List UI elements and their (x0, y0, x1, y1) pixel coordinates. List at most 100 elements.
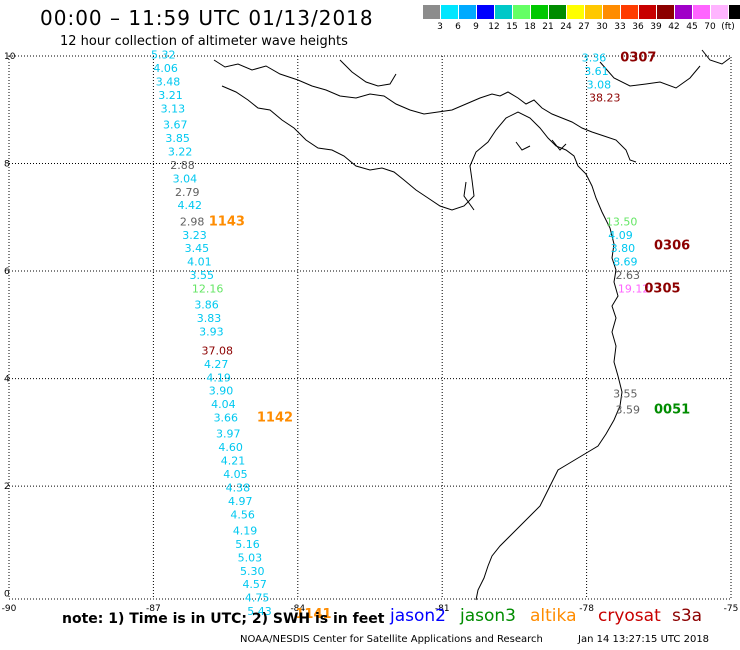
wave-height-value: 4.60 (218, 441, 243, 454)
wave-height-value: 12.16 (192, 283, 224, 296)
wave-height-value: 37.08 (202, 344, 234, 357)
longitude-tick-label: -87 (146, 604, 161, 614)
legend-value-label: 9 (473, 22, 479, 32)
wave-height-value: 8.69 (613, 256, 638, 269)
wave-height-value: 4.19 (206, 371, 231, 384)
legend-color-swatch (458, 5, 476, 19)
wave-height-value: 4.97 (228, 495, 253, 508)
wave-height-value: 3.86 (194, 299, 219, 312)
wave-height-value: 2.88 (170, 159, 195, 172)
legend-color-swatch (440, 5, 458, 19)
wave-height-value: 3.59 (615, 404, 640, 417)
wave-height-value: 5.43 (247, 605, 272, 618)
page-subtitle: 12 hour collection of altimeter wave hei… (60, 34, 348, 49)
legend-color-swatch (494, 5, 512, 19)
legend-color-swatch (656, 5, 674, 19)
wave-height-value: 3.13 (161, 102, 186, 115)
longitude-tick-label: -90 (2, 604, 17, 614)
legend-color-swatch (638, 5, 656, 19)
wave-height-value: 2.98 (180, 215, 205, 228)
panama-north-coast (213, 59, 637, 163)
credit-text: NOAA/NESDIS Center for Satellite Applica… (240, 634, 543, 645)
legend-value-label: 36 (632, 22, 644, 32)
wave-height-value: 2.63 (615, 269, 640, 282)
wave-height-value: 3.80 (611, 242, 636, 255)
satellite-label-cryosat: cryosat (598, 606, 661, 626)
wave-height-value: 3.23 (182, 229, 207, 242)
legend-color-swatch (728, 5, 740, 19)
pass-number-label: 0305 (644, 282, 680, 297)
gulf-of-panama-islands (463, 139, 567, 211)
wave-height-value: 3.08 (587, 78, 612, 91)
legend-value-label: 42 (668, 22, 680, 32)
legend-value-label: 18 (524, 22, 536, 32)
legend-color-swatch (692, 5, 710, 19)
panama-south-coast (221, 85, 623, 601)
longitude-tick-label: -84 (290, 604, 305, 614)
wave-height-value: 3.67 (163, 119, 188, 132)
pass-number-label: 0051 (654, 403, 690, 418)
legend-value-label: 27 (578, 22, 590, 32)
legend-color-swatch (674, 5, 692, 19)
legend-value-label: 39 (650, 22, 662, 32)
latitude-tick-label: 6 (4, 267, 10, 277)
latitude-tick-label: 8 (4, 160, 10, 170)
legend-color-swatch (422, 5, 440, 19)
wave-height-value: 3.36 (582, 51, 607, 64)
wave-height-points: 5.324.063.483.213.13 3.673.853.222.883.04… (151, 49, 649, 618)
legend-value-label: 70 (704, 22, 716, 32)
wave-height-value: 4.75 (245, 592, 270, 605)
latitude-tick-label: 2 (4, 482, 10, 492)
wave-height-value: 4.42 (177, 199, 202, 212)
pass-number-label: 0307 (620, 50, 656, 65)
wave-height-value: 4.06 (153, 62, 178, 75)
wave-height-value: 3.55 (613, 387, 638, 400)
page-title: 00:00 – 11:59 UTC 01/13/2018 (40, 6, 374, 30)
latitude-tick-label: 4 (4, 375, 10, 385)
plot-frame (8, 55, 732, 600)
legend-color-swatch (530, 5, 548, 19)
wave-height-value: 4.21 (221, 455, 246, 468)
satellite-label-altika: altika (530, 606, 577, 626)
wave-height-value: 3.61 (584, 65, 609, 78)
legend-value-label: 45 (686, 22, 698, 32)
wave-height-value: 3.97 (216, 428, 241, 441)
wave-height-value: 2.79 (175, 186, 200, 199)
pass-labels: 1143 1142 1141 0307 0306 0305 0051 (209, 50, 690, 621)
wave-height-value: 13.50 (606, 215, 638, 228)
wave-height-value: 4.05 (223, 468, 248, 481)
legend-color-swatch (620, 5, 638, 19)
pass-number-label: 1142 (257, 411, 293, 426)
wave-height-value: 38.23 (589, 92, 621, 105)
color-legend (422, 5, 740, 19)
latitude-tick-label: 0 (4, 590, 10, 600)
wave-height-value: 4.01 (187, 256, 212, 269)
wave-height-value: 3.45 (185, 242, 210, 255)
coastline (213, 49, 731, 601)
legend-color-swatch (584, 5, 602, 19)
wave-height-value: 3.55 (190, 269, 215, 282)
color-legend-labels: 3 6 9 12 15 18 21 24 27 30 33 36 39 42 45 70 (ft) (422, 22, 740, 34)
legend-color-swatch (476, 5, 494, 19)
wave-height-value: 3.48 (156, 76, 181, 89)
satellite-label-jason2: jason2 (390, 606, 446, 626)
wave-height-value: 4.04 (211, 398, 236, 411)
longitude-tick-label: -81 (435, 604, 450, 614)
pass-number-label: 0306 (654, 239, 690, 254)
wave-height-value: 4.09 (608, 229, 633, 242)
pass-number-label: 1141 (295, 607, 331, 622)
wave-height-value: 3.66 (214, 412, 239, 425)
legend-color-swatch (548, 5, 566, 19)
legend-color-swatch (710, 5, 728, 19)
wave-height-value: 3.85 (165, 132, 190, 145)
legend-value-label: 30 (596, 22, 608, 32)
wave-height-value: 3.90 (209, 385, 234, 398)
wave-height-value: 5.32 (151, 49, 176, 62)
legend-value-label: 24 (560, 22, 572, 32)
lat-lon-grid (9, 56, 731, 599)
wave-height-value: 5.03 (238, 551, 263, 564)
latitude-tick-labels: 0 2 4 6 8 10 (4, 52, 16, 600)
longitude-tick-labels: -90 -87 -84 -81 -78 -75 (2, 604, 739, 614)
legend-value-label: 6 (455, 22, 461, 32)
